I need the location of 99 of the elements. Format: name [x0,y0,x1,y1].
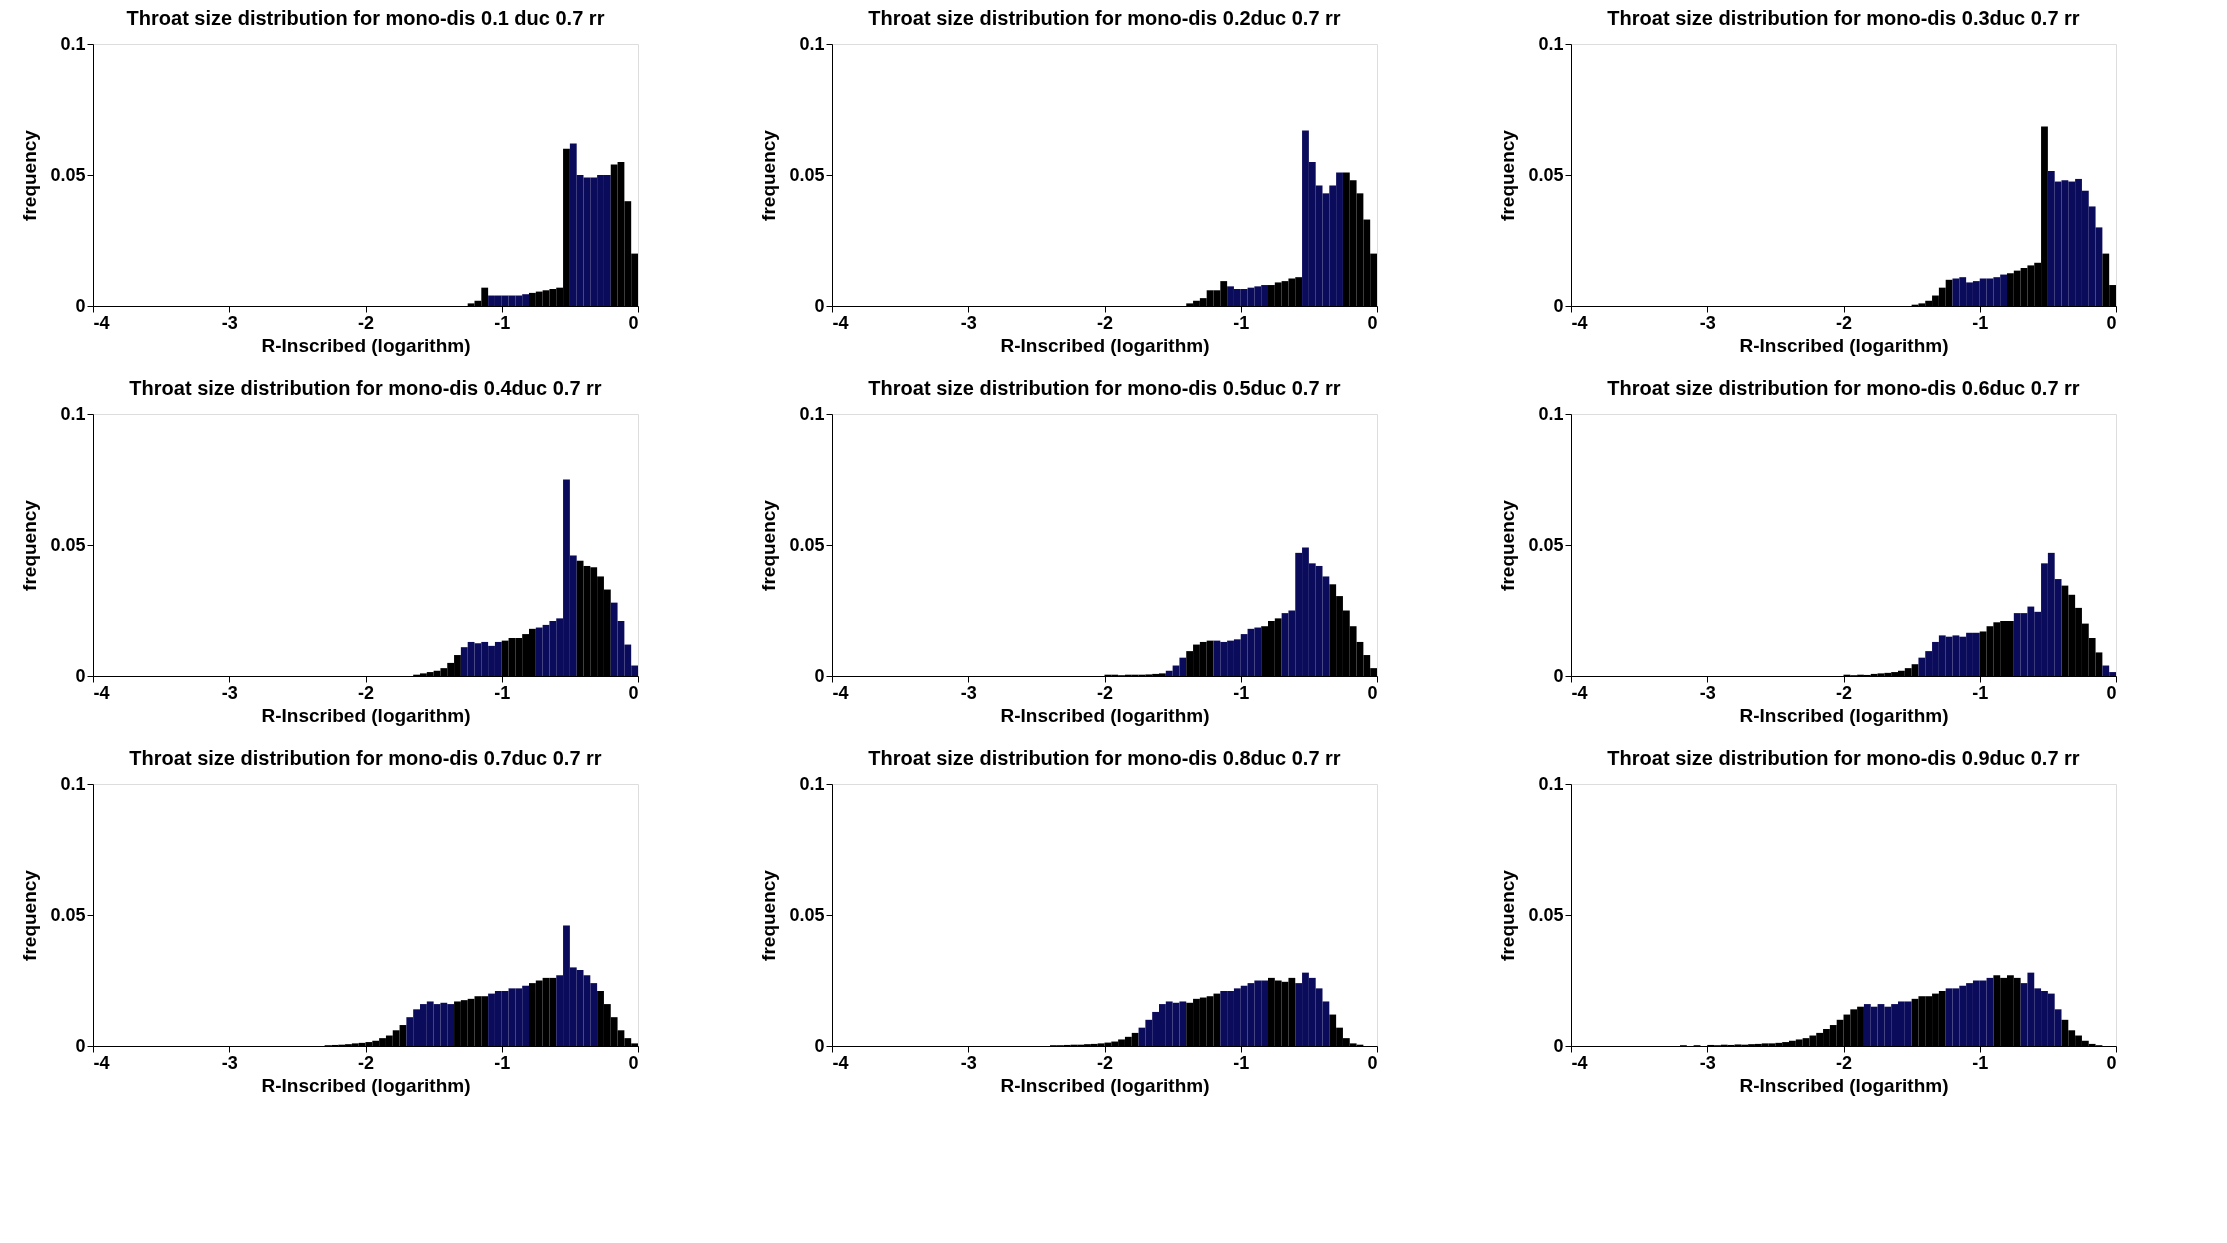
x-tick-label: -3 [221,682,238,703]
y-tick-label: 0 [814,295,825,316]
y-tick-label: 0.05 [789,534,825,555]
y-tick-label: 0.05 [50,534,86,555]
x-tick-label: -4 [1571,682,1588,703]
y-axis-title: frequency [758,499,780,591]
x-tick-label: -4 [93,1052,110,1073]
y-axis-title: frequency [758,869,780,961]
x-tick-label: 0 [1367,682,1378,703]
x-tick-label: -1 [494,1052,511,1073]
x-tick-label: -1 [494,682,511,703]
y-axis-title: frequency [19,499,41,591]
y-axis-title: frequency [1497,499,1519,591]
y-axis-title: frequency [19,869,41,961]
y-tick-label: 0.05 [789,164,825,185]
y-axis-title: frequency [1497,129,1519,221]
y-tick-label: 0.05 [50,904,86,925]
y-tick-label: 0.05 [1528,534,1564,555]
x-axis-title: R-Inscribed (logarithm) [1000,704,1210,726]
y-tick-label: 0 [75,1035,86,1056]
x-tick-label: -1 [494,312,511,333]
x-tick-label: -1 [1972,1052,1989,1073]
x-tick-label: -2 [1835,1052,1853,1073]
chart-title: Throat size distribution for mono-dis 0.3duc 0.7 rr [1607,7,2080,29]
x-tick-label: 0 [628,682,639,703]
x-tick-label: -2 [357,1052,375,1073]
x-axis-title: R-Inscribed (logarithm) [261,334,471,356]
x-tick-label: -4 [93,312,110,333]
x-axis-title: R-Inscribed (logarithm) [1000,334,1210,356]
y-tick-label: 0 [75,295,86,316]
x-tick-label: -2 [1835,682,1853,703]
y-tick-label: 0 [814,665,825,686]
x-tick-label: -4 [832,1052,849,1073]
x-tick-label: -3 [960,682,977,703]
x-tick-label: -3 [960,312,977,333]
y-tick-label: 0 [1553,665,1564,686]
x-tick-label: 0 [2106,682,2117,703]
x-tick-label: -4 [1571,312,1588,333]
x-tick-label: -2 [357,682,375,703]
x-tick-label: -1 [1233,682,1250,703]
x-tick-label: 0 [1367,1052,1378,1073]
x-tick-label: 0 [1367,312,1378,333]
y-tick-label: 0.1 [60,33,86,54]
y-tick-label: 0 [1553,295,1564,316]
x-tick-label: 0 [2106,1052,2117,1073]
y-tick-label: 0 [75,665,86,686]
x-tick-label: -1 [1233,312,1250,333]
x-tick-label: -2 [1096,1052,1114,1073]
x-axis-title: R-Inscribed (logarithm) [1739,1074,1949,1096]
x-axis-title: R-Inscribed (logarithm) [261,704,471,726]
y-tick-label: 0.05 [789,904,825,925]
y-tick-label: 0.05 [1528,164,1564,185]
y-tick-label: 0.1 [60,403,86,424]
x-tick-label: -3 [960,1052,977,1073]
chart-title: Throat size distribution for mono-dis 0.4duc 0.7 rr [129,377,602,399]
x-tick-label: -1 [1233,1052,1250,1073]
x-axis-title: R-Inscribed (logarithm) [1739,334,1949,356]
x-tick-label: -1 [1972,682,1989,703]
x-tick-label: -4 [832,312,849,333]
chart-title: Throat size distribution for mono-dis 0.2duc 0.7 rr [868,7,1341,29]
y-tick-label: 0 [814,1035,825,1056]
y-tick-label: 0.1 [799,403,825,424]
x-tick-label: -1 [1972,312,1989,333]
chart-title: Throat size distribution for mono-dis 0.1 duc 0.7 rr [126,7,605,29]
y-tick-label: 0.05 [50,164,86,185]
y-tick-label: 0.1 [1538,773,1564,794]
x-tick-label: -3 [1699,682,1716,703]
chart-title: Throat size distribution for mono-dis 0.7duc 0.7 rr [129,747,602,769]
x-tick-label: -4 [1571,1052,1588,1073]
chart-title: Throat size distribution for mono-dis 0.6duc 0.7 rr [1607,377,2080,399]
x-tick-label: 0 [628,312,639,333]
chart-title: Throat size distribution for mono-dis 0.5duc 0.7 rr [868,377,1341,399]
x-tick-label: -3 [221,312,238,333]
x-tick-label: 0 [628,1052,639,1073]
x-tick-label: -2 [1096,682,1114,703]
x-tick-label: -4 [93,682,110,703]
y-tick-label: 0 [1553,1035,1564,1056]
x-tick-label: -2 [1835,312,1853,333]
y-tick-label: 0.1 [799,773,825,794]
y-axis-title: frequency [1497,869,1519,961]
x-tick-label: -3 [1699,1052,1716,1073]
x-axis-title: R-Inscribed (logarithm) [1739,704,1949,726]
chart-title: Throat size distribution for mono-dis 0.9duc 0.7 rr [1607,747,2080,769]
y-axis-title: frequency [19,129,41,221]
x-tick-label: -2 [1096,312,1114,333]
x-tick-label: -3 [1699,312,1716,333]
y-tick-label: 0.1 [1538,33,1564,54]
x-tick-label: -4 [832,682,849,703]
y-tick-label: 0.1 [799,33,825,54]
x-tick-label: 0 [2106,312,2117,333]
y-tick-label: 0.1 [60,773,86,794]
x-tick-label: -3 [221,1052,238,1073]
y-tick-label: 0.05 [1528,904,1564,925]
x-tick-label: -2 [357,312,375,333]
y-tick-label: 0.1 [1538,403,1564,424]
x-axis-title: R-Inscribed (logarithm) [261,1074,471,1096]
x-axis-title: R-Inscribed (logarithm) [1000,1074,1210,1096]
chart-title: Throat size distribution for mono-dis 0.8duc 0.7 rr [868,747,1341,769]
y-axis-title: frequency [758,129,780,221]
